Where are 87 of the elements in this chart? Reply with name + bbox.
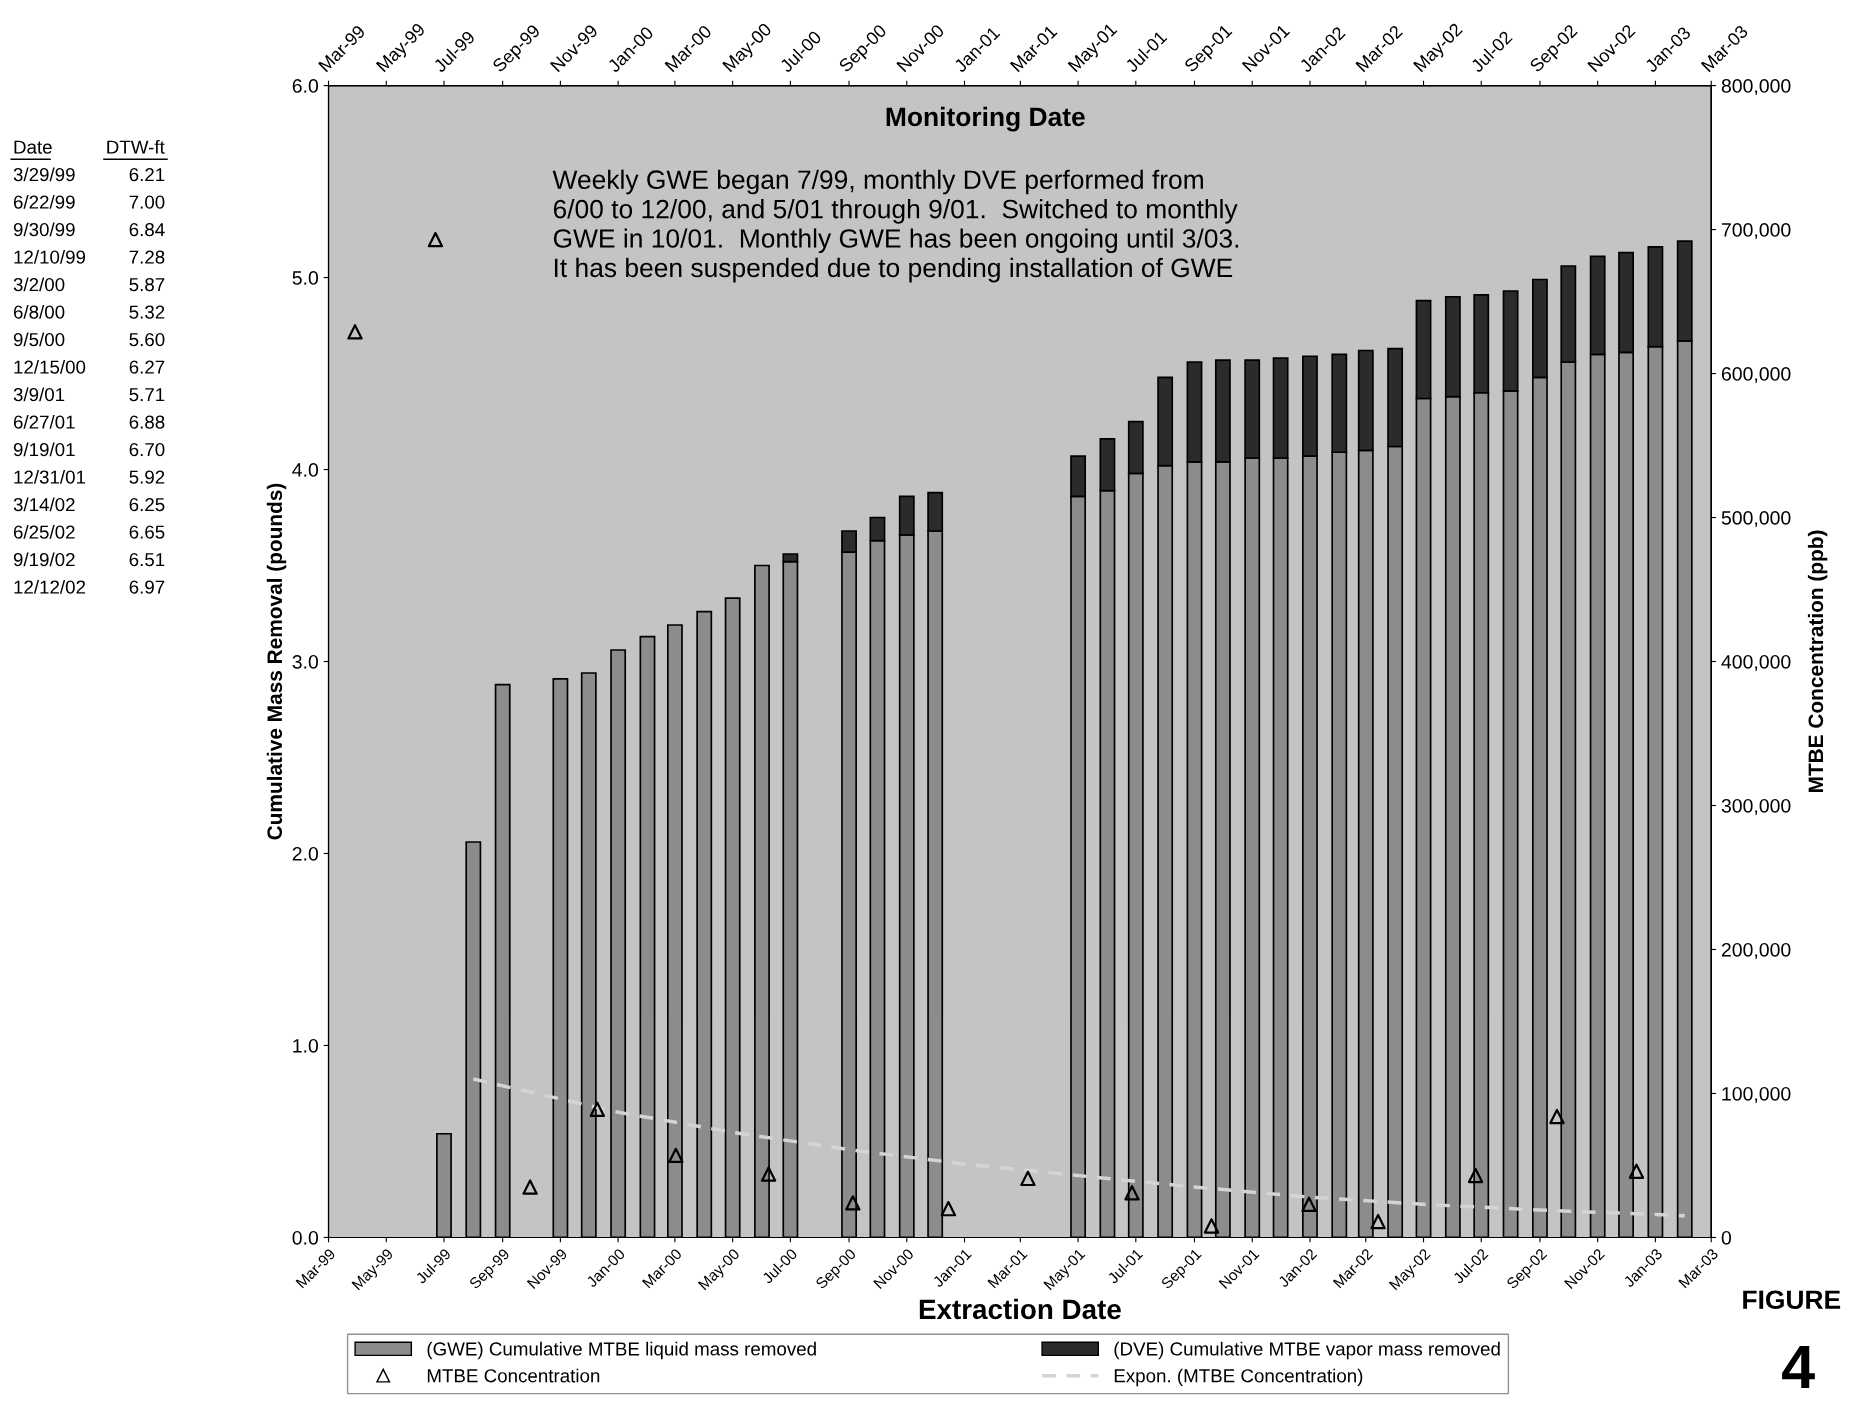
text: 3/14/02 [13,497,75,512]
text: 5.32 [129,305,165,319]
text: 6.84 [129,222,165,237]
point [1124,1185,1140,1201]
point [1628,1163,1645,1179]
point [1549,1108,1565,1125]
y2-tick-label: 200,000 [1721,942,1791,960]
x-axis-title: Extraction Date [919,1298,1121,1320]
bar [465,841,482,1238]
text: 7.00 [129,195,165,209]
point [940,1200,957,1217]
text: 9/5/00 [13,332,65,347]
point [589,1101,605,1117]
bar [666,624,683,1238]
y-tick-label: 6.0 [292,79,319,93]
point [845,1195,861,1211]
point [1203,1218,1220,1234]
point [522,1179,538,1195]
y-tick-label: 4.0 [292,463,319,477]
text: 5.92 [129,470,165,484]
text: 3/9/01 [13,387,65,402]
text: 6.70 [129,442,165,457]
y-tick-label: 2.0 [292,846,319,861]
text: 6.97 [129,580,165,594]
point [1020,1170,1036,1187]
legend-label: (GWE) Cumulative MTBE liquid mass removed [427,1341,816,1360]
y-axis-title: Cumulative Mass Removal (pounds) [266,483,287,840]
text: 5.71 [129,388,165,402]
text: 12/10/99 [14,249,86,264]
y2-tick-label: 300,000 [1721,798,1791,816]
y-tick-label: 3.0 [292,654,319,669]
text: 7.28 [129,250,165,264]
point [668,1147,684,1164]
text: 12/31/01 [14,469,86,484]
y2-tick-label: 400,000 [1721,654,1791,672]
text: 6.51 [129,552,165,567]
point [347,324,363,340]
y2-tick-label: 700,000 [1721,223,1791,240]
text: 6/25/02 [13,524,75,539]
text: 3/2/00 [13,277,65,292]
y-tick-label: 1.0 [293,1038,319,1053]
text: 4 [1782,1345,1815,1388]
point [1370,1213,1386,1230]
bar [696,610,713,1238]
text: 12/12/02 [14,579,86,594]
point [1301,1196,1317,1213]
text: 3/29/99 [13,167,75,182]
text: 5.60 [129,332,165,347]
y2-axis-title: MTBE Concentration (ppb) [1807,530,1828,793]
bar [552,677,569,1238]
point [427,231,444,248]
text: 6/22/99 [13,194,75,209]
bar [610,649,627,1238]
text: 9/19/02 [13,552,75,567]
y-tick-label: 0.0 [292,1230,319,1245]
bar [724,597,741,1238]
bar [639,635,656,1238]
x2-axis-title: Monitoring Date [886,106,1085,132]
line-series [471,1077,1687,1218]
legend-label: MTBE Concentration [427,1368,600,1383]
text: FIGURE [1743,1290,1841,1310]
annotation: Weekly GWE began 7/99, monthly DVE performed from 6/00 to 12/00, and 5/01 through 9/01. Switched to monthly GWE in 10/01. Monthly GWE has been ongoing until 3/03. It has been suspended due to pending installation of GWE [552,169,1239,283]
text: 5.87 [129,277,165,292]
point [760,1166,777,1182]
y2-tick-label: 800,000 [1721,79,1791,96]
text: 6/27/01 [13,414,75,429]
text: 6.21 [129,167,165,182]
text: DTW-ft [107,140,165,154]
text: 6.27 [129,360,165,374]
text: 12/15/00 [14,359,86,374]
point [1467,1167,1484,1184]
y2-tick-label: 100,000 [1722,1086,1791,1103]
text: 6.65 [129,525,165,539]
bar [436,1132,452,1238]
text: 9/30/99 [13,222,75,237]
text: 6.88 [129,415,165,429]
legend-label: Expon. (MTBE Concentration) [1114,1368,1363,1387]
y-tick-label: 5.0 [292,271,319,285]
text: Date [14,140,52,154]
y2-tick-label: 600,000 [1721,367,1791,384]
text: 6/8/00 [13,304,65,319]
legend-label: (DVE) Cumulative MTBE vapor mass removed [1114,1341,1500,1360]
text: 9/19/01 [13,442,75,457]
bar [494,683,511,1238]
y2-tick-label: 0 [1721,1230,1732,1245]
y2-tick-label: 500,000 [1721,511,1791,528]
text: 6.25 [129,497,165,512]
